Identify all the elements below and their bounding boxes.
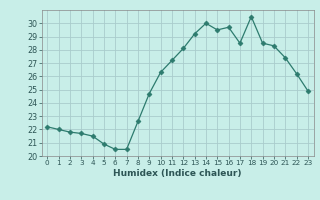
X-axis label: Humidex (Indice chaleur): Humidex (Indice chaleur) xyxy=(113,169,242,178)
